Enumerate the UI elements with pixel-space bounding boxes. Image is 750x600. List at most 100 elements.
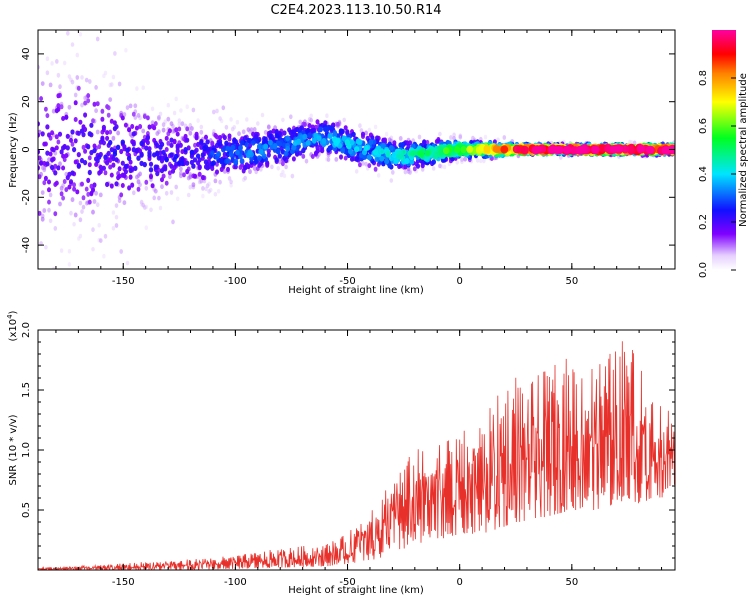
spectral-blob (209, 150, 215, 156)
spectral-blob (185, 160, 190, 166)
spectral-blob (661, 145, 671, 155)
spectral-blob (47, 199, 51, 205)
spectral-blob (177, 121, 182, 127)
spectral-blob (285, 145, 291, 152)
spectral-blob (332, 136, 338, 143)
spectral-blob (225, 158, 231, 165)
spectral-blob (188, 184, 193, 190)
spectral-blob (380, 142, 386, 149)
spectral-blob (304, 158, 309, 164)
spectral-blob (88, 79, 92, 84)
spectral-blob (91, 118, 95, 124)
spectral-blob (591, 145, 600, 155)
spectral-blob (142, 161, 147, 168)
spectral-blob (192, 157, 198, 163)
spectral-blob (366, 154, 372, 161)
spectral-blob (562, 145, 572, 155)
spectral-blob (169, 163, 174, 169)
colorbar-ticks: 0.0 0.2 0.4 0.6 0.8 (698, 70, 736, 278)
spectral-blob (172, 139, 177, 145)
spectral-blob (40, 190, 45, 196)
spectral-blob (164, 147, 169, 152)
spectral-blob (377, 173, 381, 178)
spectral-blob (268, 133, 273, 140)
spectral-blob (293, 132, 298, 138)
spectral-blob (396, 153, 402, 160)
spectral-blob (323, 126, 328, 133)
spectral-blob (512, 144, 522, 154)
spectral-blob (257, 162, 262, 168)
spectral-blob (70, 79, 75, 85)
spectral-blob (199, 178, 204, 184)
spectral-blob (156, 155, 162, 161)
spectral-blob (233, 139, 238, 145)
spectrogram-x-ticks: -150 -100 -50 0 50 (55, 30, 663, 287)
spectral-blob (364, 161, 368, 167)
spectral-blob (116, 130, 120, 136)
spectral-blob (367, 163, 372, 169)
spectral-blob (266, 152, 271, 158)
spectral-blob (79, 157, 85, 164)
spectral-blob (103, 233, 108, 239)
spectral-blob (138, 124, 143, 129)
spectral-blob (39, 160, 44, 166)
spectral-blob (78, 119, 83, 125)
spectral-blob (70, 42, 75, 47)
y-tick-label: 1.5 (21, 382, 32, 398)
spectral-blob (111, 162, 116, 168)
spectral-blob (221, 105, 226, 111)
spectral-blob (76, 162, 81, 169)
spectral-blob (100, 116, 105, 122)
spectral-blob (72, 222, 76, 227)
spectral-blob (119, 148, 124, 155)
spectral-blob (47, 207, 51, 213)
spectral-blob (92, 199, 97, 204)
colorbar-tick-label: 0.2 (698, 214, 709, 230)
spectral-blob (431, 159, 437, 165)
spectral-blob (55, 59, 59, 64)
spectral-blob (84, 77, 89, 83)
spectral-blob (86, 177, 91, 183)
spectral-blob (261, 139, 267, 145)
spectral-blob (197, 171, 202, 177)
spectral-blob (50, 61, 54, 66)
spectral-blob (229, 183, 233, 188)
spectral-blob (106, 150, 111, 156)
spectral-blob (146, 115, 150, 121)
spectral-blob (398, 136, 403, 141)
spectral-blob (58, 201, 62, 207)
spectral-blob (157, 115, 161, 120)
spectral-blob (153, 121, 158, 127)
spectral-blob (105, 181, 110, 187)
spectral-blob (127, 127, 132, 133)
spectral-blob (80, 181, 84, 187)
spectral-blob (59, 191, 64, 197)
spectral-blob (275, 148, 281, 155)
x-tick-label: 0 (456, 276, 462, 287)
spectral-blob (135, 86, 139, 91)
spectral-blob (76, 85, 81, 91)
spectral-blob (301, 147, 306, 154)
spectral-blob (120, 139, 126, 145)
spectral-blob (59, 185, 64, 191)
spectral-blob (292, 140, 299, 146)
spectral-blob (59, 149, 64, 155)
spectral-blob (349, 156, 355, 162)
snr-y-ticks: 0.5 1.0 1.5 2.0 (21, 322, 675, 559)
spectral-blob (466, 145, 474, 153)
spectral-blob (401, 148, 407, 156)
spectral-blob (47, 157, 51, 163)
spectral-blob (614, 144, 624, 154)
spectral-blob (321, 138, 327, 144)
spectral-blob (87, 131, 93, 137)
spectral-blob (228, 151, 234, 158)
spectral-blob (199, 140, 204, 146)
x-tick-label: 50 (565, 276, 578, 287)
spectral-blob (39, 96, 43, 102)
spectral-blob (218, 179, 222, 185)
spectral-blob (115, 144, 121, 150)
spectral-blob (460, 157, 464, 162)
spectral-blob (38, 174, 42, 180)
spectral-blob (69, 137, 73, 143)
spectral-blob (45, 70, 50, 76)
